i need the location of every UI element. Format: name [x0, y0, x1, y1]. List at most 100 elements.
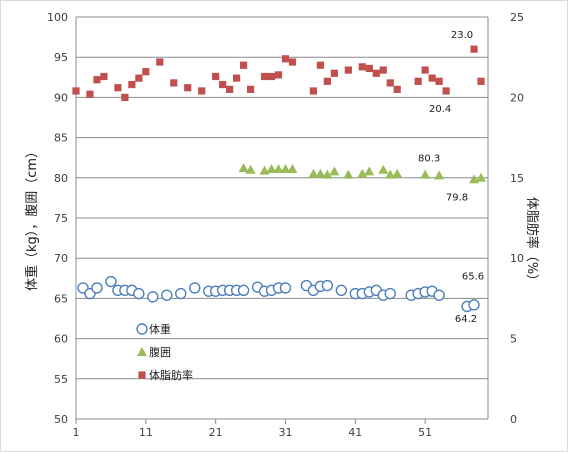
y-tick-label: 50: [54, 413, 68, 426]
data-point: [86, 90, 94, 98]
y2-tick-label: 10: [510, 252, 524, 265]
data-point: [386, 79, 394, 87]
data-point: [184, 84, 192, 92]
data-point: [323, 77, 331, 85]
data-point: [469, 174, 480, 184]
x-tick-label: 11: [139, 426, 153, 439]
data-point: [434, 170, 445, 180]
y-tick-label: 85: [54, 132, 68, 145]
data-point: [128, 80, 136, 89]
data-point: [287, 163, 298, 173]
data-point: [105, 275, 117, 288]
data-point: [421, 66, 429, 74]
y-tick-label: 65: [54, 292, 68, 305]
y-axis-title: 体重（kg），腹囲（cm）: [24, 145, 40, 291]
data-point: [379, 66, 387, 74]
data-point: [170, 79, 178, 87]
x-tick-label: 41: [348, 426, 362, 439]
y2-tick-label: 25: [510, 11, 524, 24]
data-point: [385, 169, 396, 179]
y2-tick-label: 15: [510, 172, 524, 185]
data-point: [226, 85, 234, 93]
data-label: 79.8: [446, 192, 468, 203]
data-point: [309, 87, 318, 95]
data-point: [212, 72, 220, 81]
y2-axis-title: 体脂肪率（%）: [524, 197, 540, 287]
data-point: [274, 71, 283, 79]
y2-tick-label: 20: [510, 91, 524, 104]
y-tick-label: 60: [54, 333, 68, 346]
data-point: [91, 282, 103, 294]
x-tick-label: 51: [418, 426, 432, 439]
data-point: [233, 74, 241, 82]
data-point: [281, 55, 290, 63]
data-point: [266, 163, 277, 173]
y-tick-label: 100: [47, 11, 68, 24]
data-point: [259, 165, 270, 175]
data-point: [246, 85, 255, 93]
data-label: 80.3: [418, 153, 440, 164]
data-point: [329, 166, 340, 176]
data-point: [316, 61, 325, 69]
legend-marker: [137, 347, 147, 356]
y-tick-label: 80: [54, 172, 68, 185]
data-point: [322, 169, 333, 179]
data-point: [156, 58, 164, 66]
data-point: [365, 64, 373, 73]
y-tick-label: 75: [54, 212, 68, 225]
data-point: [238, 163, 249, 173]
legend-label: 体脂肪率: [149, 368, 193, 382]
data-point: [435, 77, 443, 85]
data-point: [343, 169, 354, 179]
data-point: [72, 87, 80, 95]
data-point: [358, 63, 366, 71]
data-point: [288, 58, 297, 66]
data-point: [280, 163, 291, 173]
data-point: [477, 77, 485, 85]
data-point: [468, 299, 480, 311]
data-point: [175, 287, 187, 300]
data-point: [260, 72, 269, 81]
data-point: [239, 61, 248, 69]
y-tick-label: 90: [54, 91, 68, 104]
data-point: [393, 85, 401, 93]
data-label: 23.0: [451, 30, 473, 41]
data-point: [114, 84, 122, 92]
data-point: [372, 69, 380, 77]
y2-tick-label: 5: [510, 333, 517, 346]
data-point: [135, 74, 143, 82]
data-point: [100, 72, 108, 81]
data-point: [279, 282, 292, 294]
x-tick-label: 1: [73, 426, 80, 439]
data-point: [470, 45, 478, 53]
legend-label: 腹囲: [149, 345, 171, 359]
data-point: [147, 291, 159, 303]
legend-marker: [138, 371, 146, 379]
data-point: [420, 169, 431, 179]
data-point: [428, 74, 436, 82]
data-point: [245, 164, 256, 174]
y2-tick-label: 0: [510, 413, 517, 426]
x-tick-label: 31: [278, 426, 292, 439]
data-label: 64.2: [455, 314, 477, 325]
data-point: [330, 69, 338, 77]
x-tick-label: 21: [209, 426, 223, 439]
data-point: [237, 284, 250, 297]
data-point: [384, 287, 396, 300]
data-point: [161, 289, 173, 301]
data-point: [198, 87, 206, 95]
data-points: [72, 45, 487, 313]
data-point: [315, 168, 326, 178]
data-point: [189, 282, 201, 294]
y-tick-label: 95: [54, 51, 68, 64]
data-point: [414, 77, 422, 85]
data-point: [357, 168, 368, 178]
data-point: [93, 76, 101, 84]
data-point: [142, 68, 150, 76]
data-point: [378, 164, 389, 174]
data-point: [335, 284, 348, 297]
data-labels: 65.6 64.2 80.3 79.8 20.4 23.0: [418, 30, 484, 325]
